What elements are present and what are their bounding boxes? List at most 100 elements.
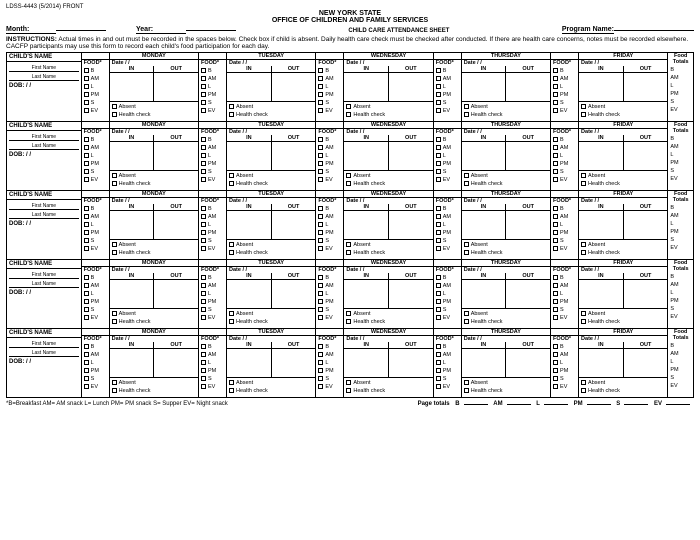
total-am[interactable] — [507, 404, 531, 405]
meal-checkbox-l[interactable]: L — [201, 221, 224, 229]
meal-checkbox-s[interactable]: S — [318, 306, 341, 314]
meal-checkbox-ev[interactable]: EV — [436, 107, 459, 115]
first-name-field[interactable]: First Name — [9, 339, 79, 348]
health-checkbox[interactable]: Health check — [581, 111, 665, 119]
meal-checkbox-s[interactable]: S — [436, 99, 459, 107]
meal-checkbox-s[interactable]: S — [436, 306, 459, 314]
in-field[interactable] — [579, 73, 624, 101]
meal-checkbox-pm[interactable]: PM — [318, 298, 341, 306]
meal-checkbox-b[interactable]: B — [436, 136, 459, 144]
out-field[interactable] — [624, 280, 668, 308]
meal-checkbox-am[interactable]: AM — [318, 213, 341, 221]
out-field[interactable] — [272, 349, 316, 377]
meal-checkbox-ev[interactable]: EV — [318, 176, 341, 184]
in-field[interactable] — [344, 349, 389, 377]
absent-checkbox[interactable]: Absent — [346, 103, 430, 111]
absent-checkbox[interactable]: Absent — [346, 241, 430, 249]
last-name-field[interactable]: Last Name — [9, 72, 79, 81]
absent-checkbox[interactable]: Absent — [464, 103, 548, 111]
meal-checkbox-b[interactable]: B — [436, 205, 459, 213]
meal-checkbox-l[interactable]: L — [553, 359, 576, 367]
last-name-field[interactable]: Last Name — [9, 141, 79, 150]
meal-checkbox-ev[interactable]: EV — [553, 314, 576, 322]
meal-checkbox-pm[interactable]: PM — [553, 160, 576, 168]
meal-checkbox-l[interactable]: L — [201, 83, 224, 91]
in-field[interactable] — [344, 142, 389, 170]
first-name-field[interactable]: First Name — [9, 201, 79, 210]
meal-checkbox-l[interactable]: L — [84, 290, 107, 298]
meal-checkbox-b[interactable]: B — [84, 274, 107, 282]
meal-checkbox-ev[interactable]: EV — [318, 245, 341, 253]
health-checkbox[interactable]: Health check — [346, 387, 430, 395]
out-field[interactable] — [154, 211, 198, 239]
program-field[interactable] — [614, 30, 694, 31]
in-field[interactable] — [110, 211, 155, 239]
meal-checkbox-l[interactable]: L — [318, 152, 341, 160]
meal-checkbox-am[interactable]: AM — [436, 351, 459, 359]
meal-checkbox-s[interactable]: S — [553, 306, 576, 314]
in-field[interactable] — [579, 142, 624, 170]
in-field[interactable] — [344, 280, 389, 308]
last-name-field[interactable]: Last Name — [9, 279, 79, 288]
out-field[interactable] — [624, 73, 668, 101]
meal-checkbox-b[interactable]: B — [553, 343, 576, 351]
in-field[interactable] — [344, 211, 389, 239]
meal-checkbox-b[interactable]: B — [318, 274, 341, 282]
health-checkbox[interactable]: Health check — [464, 249, 548, 257]
dob-field[interactable]: DOB: / / — [7, 358, 81, 366]
absent-checkbox[interactable]: Absent — [112, 103, 196, 111]
meal-checkbox-b[interactable]: B — [553, 67, 576, 75]
meal-checkbox-l[interactable]: L — [553, 290, 576, 298]
meal-checkbox-s[interactable]: S — [84, 168, 107, 176]
meal-checkbox-am[interactable]: AM — [201, 213, 224, 221]
meal-checkbox-ev[interactable]: EV — [318, 314, 341, 322]
meal-checkbox-ev[interactable]: EV — [84, 314, 107, 322]
total-ev[interactable] — [666, 404, 690, 405]
meal-checkbox-b[interactable]: B — [553, 205, 576, 213]
meal-checkbox-pm[interactable]: PM — [553, 229, 576, 237]
meal-checkbox-ev[interactable]: EV — [201, 245, 224, 253]
meal-checkbox-l[interactable]: L — [436, 83, 459, 91]
meal-checkbox-am[interactable]: AM — [84, 75, 107, 83]
meal-checkbox-l[interactable]: L — [553, 152, 576, 160]
meal-checkbox-b[interactable]: B — [436, 67, 459, 75]
meal-checkbox-ev[interactable]: EV — [84, 176, 107, 184]
out-field[interactable] — [389, 211, 433, 239]
meal-checkbox-l[interactable]: L — [436, 359, 459, 367]
out-field[interactable] — [506, 142, 550, 170]
health-checkbox[interactable]: Health check — [581, 180, 665, 188]
out-field[interactable] — [624, 211, 668, 239]
absent-checkbox[interactable]: Absent — [464, 241, 548, 249]
meal-checkbox-pm[interactable]: PM — [318, 367, 341, 375]
meal-checkbox-s[interactable]: S — [436, 375, 459, 383]
in-field[interactable] — [110, 142, 155, 170]
out-field[interactable] — [389, 349, 433, 377]
absent-checkbox[interactable]: Absent — [346, 379, 430, 387]
total-pm[interactable] — [587, 404, 611, 405]
out-field[interactable] — [272, 211, 316, 239]
meal-checkbox-l[interactable]: L — [318, 359, 341, 367]
meal-checkbox-ev[interactable]: EV — [84, 107, 107, 115]
meal-checkbox-pm[interactable]: PM — [318, 160, 341, 168]
absent-checkbox[interactable]: Absent — [229, 379, 313, 387]
health-checkbox[interactable]: Health check — [464, 111, 548, 119]
first-name-field[interactable]: First Name — [9, 63, 79, 72]
meal-checkbox-am[interactable]: AM — [553, 75, 576, 83]
absent-checkbox[interactable]: Absent — [581, 103, 665, 111]
meal-checkbox-am[interactable]: AM — [436, 282, 459, 290]
meal-checkbox-l[interactable]: L — [436, 221, 459, 229]
meal-checkbox-l[interactable]: L — [436, 290, 459, 298]
in-field[interactable] — [227, 73, 272, 101]
meal-checkbox-s[interactable]: S — [553, 237, 576, 245]
health-checkbox[interactable]: Health check — [112, 387, 196, 395]
meal-checkbox-pm[interactable]: PM — [201, 367, 224, 375]
meal-checkbox-am[interactable]: AM — [318, 351, 341, 359]
in-field[interactable] — [110, 349, 155, 377]
meal-checkbox-am[interactable]: AM — [84, 213, 107, 221]
health-checkbox[interactable]: Health check — [229, 249, 313, 257]
in-field[interactable] — [462, 211, 507, 239]
absent-checkbox[interactable]: Absent — [229, 310, 313, 318]
meal-checkbox-am[interactable]: AM — [318, 282, 341, 290]
meal-checkbox-am[interactable]: AM — [553, 144, 576, 152]
meal-checkbox-b[interactable]: B — [201, 136, 224, 144]
